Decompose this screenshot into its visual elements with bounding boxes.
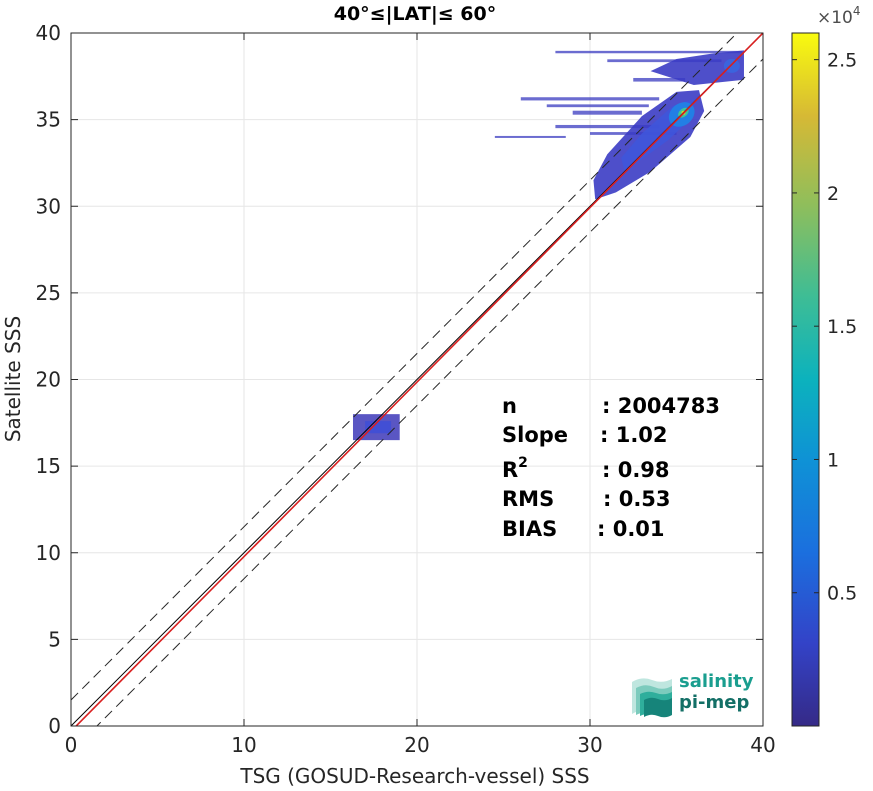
x-axis: 0 10 20 30 40 [65, 33, 776, 757]
x-tick-label: 0 [65, 733, 78, 757]
colorbar-tick-label: 2 [827, 183, 839, 205]
cluster-streak [520, 97, 660, 101]
stat-value-slope: : 1.02 [600, 423, 668, 447]
stat-label-rms: RMS [502, 487, 554, 511]
x-axis-label: TSG (GOSUD-Research-vessel) SSS [239, 764, 589, 788]
y-tick-label: 35 [36, 108, 61, 132]
x-tick-label: 30 [577, 733, 602, 757]
colorbar-tick-label: 0.5 [827, 583, 857, 605]
stat-label-slope: Slope [502, 423, 568, 447]
logo-waves-icon [632, 678, 672, 718]
stat-value-rms: : 0.53 [603, 487, 671, 511]
colorbar-tick-label: 2.5 [827, 50, 857, 72]
y-axis: 0 5 10 15 20 25 30 35 40 [36, 21, 763, 738]
cluster-streak [555, 50, 743, 54]
dashed-band-line [96, 58, 763, 726]
stat-label-r2: R2 [502, 455, 528, 482]
colorbar: 0.5 1 1.5 2 2.5 ×104 [791, 4, 861, 727]
y-tick-label: 15 [36, 454, 61, 478]
colorbar-ticks: 0.5 1 1.5 2 2.5 [792, 50, 857, 605]
y-axis-label: Satellite SSS [1, 316, 25, 442]
x-tick-label: 20 [404, 733, 429, 757]
cluster-streak [546, 104, 649, 108]
x-tick-label: 40 [750, 733, 775, 757]
stat-value-r2: : 0.98 [602, 458, 670, 482]
cluster-streak [572, 110, 642, 115]
cluster-low-salinity-core [365, 421, 392, 434]
dashed-band-line [71, 33, 738, 701]
cluster-streak [494, 135, 566, 138]
y-tick-label: 10 [36, 541, 61, 565]
cluster-streak [555, 124, 660, 129]
colorbar-multiplier: ×104 [817, 4, 861, 28]
stat-label-r: R [502, 458, 518, 482]
stat-label-n: n [502, 394, 517, 418]
stat-value-n: : 2004783 [602, 394, 720, 418]
salinity-logo: salinity pi-mep [632, 671, 754, 718]
stat-label-r-sup: 2 [518, 455, 528, 471]
y-tick-label: 5 [48, 627, 61, 651]
logo-text-salinity: salinity [679, 671, 754, 692]
colorbar-tick-label: 1.5 [827, 316, 857, 338]
y-tick-label: 20 [36, 368, 61, 392]
y-tick-label: 40 [36, 21, 61, 45]
x-tick-label: 10 [231, 733, 256, 757]
regression-line [75, 33, 763, 726]
colorbar-multiplier-base: ×10 [817, 8, 853, 28]
colorbar-tick-label: 1 [827, 449, 839, 471]
cluster-streak [607, 59, 722, 63]
stat-value-bias: : 0.01 [597, 517, 665, 541]
colorbar-gradient [791, 32, 820, 727]
colorbar-multiplier-exp: 4 [853, 4, 861, 18]
logo-text-pimep: pi-mep [679, 692, 749, 713]
density-clusters [352, 50, 744, 441]
y-tick-label: 30 [36, 194, 61, 218]
stats-box: n : 2004783 Slope : 1.02 R2 : 0.98 RMS :… [502, 394, 720, 541]
y-tick-label: 0 [48, 714, 61, 738]
y-tick-label: 25 [36, 281, 61, 305]
cluster-streak [633, 77, 686, 82]
stat-label-bias: BIAS [502, 517, 557, 541]
chart-title: 40°≤|LAT|≤ 60° [334, 3, 497, 25]
reference-lines [71, 33, 763, 726]
